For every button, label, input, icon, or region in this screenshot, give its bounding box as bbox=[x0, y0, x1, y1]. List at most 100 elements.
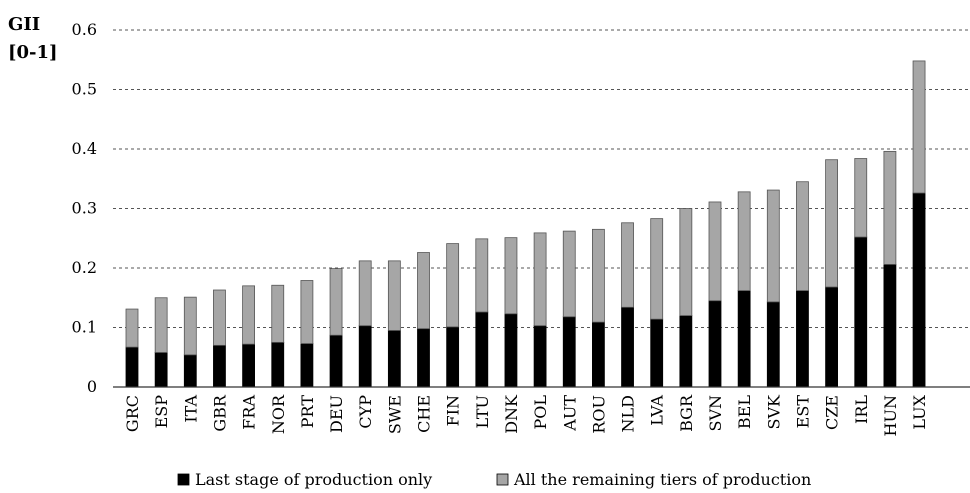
x-tick-label: PRT bbox=[298, 395, 317, 429]
y-tick-label: 0.6 bbox=[72, 20, 97, 39]
bar-segment bbox=[475, 311, 489, 388]
bar-segment bbox=[679, 208, 693, 316]
bar-segment bbox=[242, 343, 256, 388]
x-tick-label: FIN bbox=[444, 395, 463, 426]
x-tick-label: AUT bbox=[560, 395, 579, 432]
x-tick-label: BEL bbox=[735, 395, 754, 429]
x-tick-label: ITA bbox=[181, 395, 200, 423]
y-axis-label: GII bbox=[8, 14, 40, 35]
bar-segment bbox=[475, 238, 489, 313]
bar-segment bbox=[650, 318, 664, 388]
x-tick-label: SVK bbox=[764, 394, 783, 430]
bar-segment bbox=[737, 191, 751, 292]
bar-segment bbox=[504, 237, 518, 315]
bar-segment bbox=[271, 284, 285, 343]
x-tick-label: GRC bbox=[123, 395, 142, 432]
bar-segment bbox=[912, 60, 926, 194]
bar-segment bbox=[300, 343, 314, 388]
x-tick-label: USA bbox=[968, 395, 970, 431]
bar-segment bbox=[387, 260, 401, 331]
bar-segment bbox=[242, 285, 256, 345]
bar-segment bbox=[446, 326, 460, 388]
bar-segment bbox=[183, 354, 197, 388]
x-tick-label: FRA bbox=[240, 395, 259, 430]
legend-label: Last stage of production only bbox=[195, 470, 432, 489]
x-tick-label: CHE bbox=[415, 395, 434, 433]
y-tick-label: 0.5 bbox=[72, 80, 97, 99]
bar-segment bbox=[358, 325, 372, 388]
x-tick-label: ESP bbox=[152, 395, 171, 429]
bar-segment bbox=[504, 313, 518, 388]
x-tick-label: POL bbox=[531, 395, 550, 430]
x-tick-label: NOR bbox=[269, 394, 288, 434]
bar-segment bbox=[708, 201, 722, 302]
x-tick-label: EST bbox=[793, 395, 812, 429]
legend-label: All the remaining tiers of production bbox=[513, 470, 811, 489]
x-tick-label: LTU bbox=[473, 395, 492, 428]
bar-segment bbox=[679, 315, 693, 388]
bar-segment bbox=[912, 192, 926, 388]
bars bbox=[125, 60, 926, 388]
bar-segment bbox=[213, 344, 226, 388]
bar-segment bbox=[825, 286, 838, 388]
bar-segment bbox=[183, 296, 197, 356]
x-tick-label: NLD bbox=[619, 395, 638, 432]
x-tick-label: SWE bbox=[385, 395, 404, 434]
bar-segment bbox=[592, 321, 605, 388]
bar-segment bbox=[271, 341, 285, 388]
bar-segment bbox=[213, 289, 226, 346]
bar-segment bbox=[621, 222, 634, 308]
bar-segment bbox=[329, 334, 343, 388]
bar-segment bbox=[125, 308, 139, 348]
y-tick-labels: 0 0.1 0.2 0.3 0.4 0.5 0.6 bbox=[72, 20, 97, 396]
x-tick-label: GBR bbox=[210, 394, 229, 432]
bar-segment bbox=[883, 264, 897, 388]
bar-segment bbox=[358, 260, 372, 327]
bar-segment bbox=[650, 218, 664, 320]
bar-segment bbox=[446, 243, 460, 328]
y-tick-label: 0.1 bbox=[72, 318, 97, 337]
x-tick-label: LVA bbox=[648, 395, 667, 426]
bar-segment bbox=[621, 306, 634, 388]
x-tick-label: SVN bbox=[706, 395, 725, 432]
legend: Last stage of production only All the rem… bbox=[177, 470, 811, 489]
y-axis-label-unit: [0-1] bbox=[8, 42, 58, 63]
x-tick-label: DEU bbox=[327, 395, 346, 433]
bar-segment bbox=[417, 252, 430, 330]
bar-segment bbox=[533, 325, 547, 388]
bar-segment bbox=[125, 346, 139, 388]
x-tick-label: LUX bbox=[910, 394, 929, 429]
bar-segment bbox=[592, 228, 605, 323]
bar-segment bbox=[854, 158, 868, 238]
bar-segment bbox=[796, 290, 809, 388]
bar-segment bbox=[708, 300, 722, 388]
bar-segment bbox=[825, 159, 838, 288]
legend-swatch bbox=[177, 473, 190, 486]
bar-segment bbox=[562, 316, 576, 388]
bar-segment bbox=[796, 181, 809, 292]
x-tick-label: ROU bbox=[589, 395, 608, 434]
bar-segment bbox=[417, 328, 430, 388]
bar-segment bbox=[562, 230, 576, 318]
bar-segment bbox=[300, 280, 314, 344]
bar-segment bbox=[154, 352, 168, 388]
bar-segment bbox=[533, 232, 547, 327]
x-tick-label: BGR bbox=[677, 394, 696, 432]
bar-segment bbox=[854, 236, 868, 388]
x-tick-label: DNK bbox=[502, 394, 521, 434]
bar-segment bbox=[387, 330, 401, 388]
bar-segment bbox=[737, 290, 751, 388]
y-tick-label: 0.4 bbox=[72, 139, 97, 158]
x-tick-label: IRL bbox=[852, 395, 871, 424]
x-tick-label: HUN bbox=[881, 395, 900, 436]
legend-swatch bbox=[496, 473, 509, 486]
bar-segment bbox=[883, 150, 897, 265]
bar-segment bbox=[329, 268, 343, 336]
y-tick-label: 0 bbox=[87, 377, 97, 396]
bar-segment bbox=[766, 189, 780, 303]
bar-segment bbox=[766, 301, 780, 388]
x-tick-label: CYP bbox=[356, 395, 375, 429]
x-tick-label: CZE bbox=[823, 395, 842, 430]
bar-segment bbox=[154, 297, 168, 353]
